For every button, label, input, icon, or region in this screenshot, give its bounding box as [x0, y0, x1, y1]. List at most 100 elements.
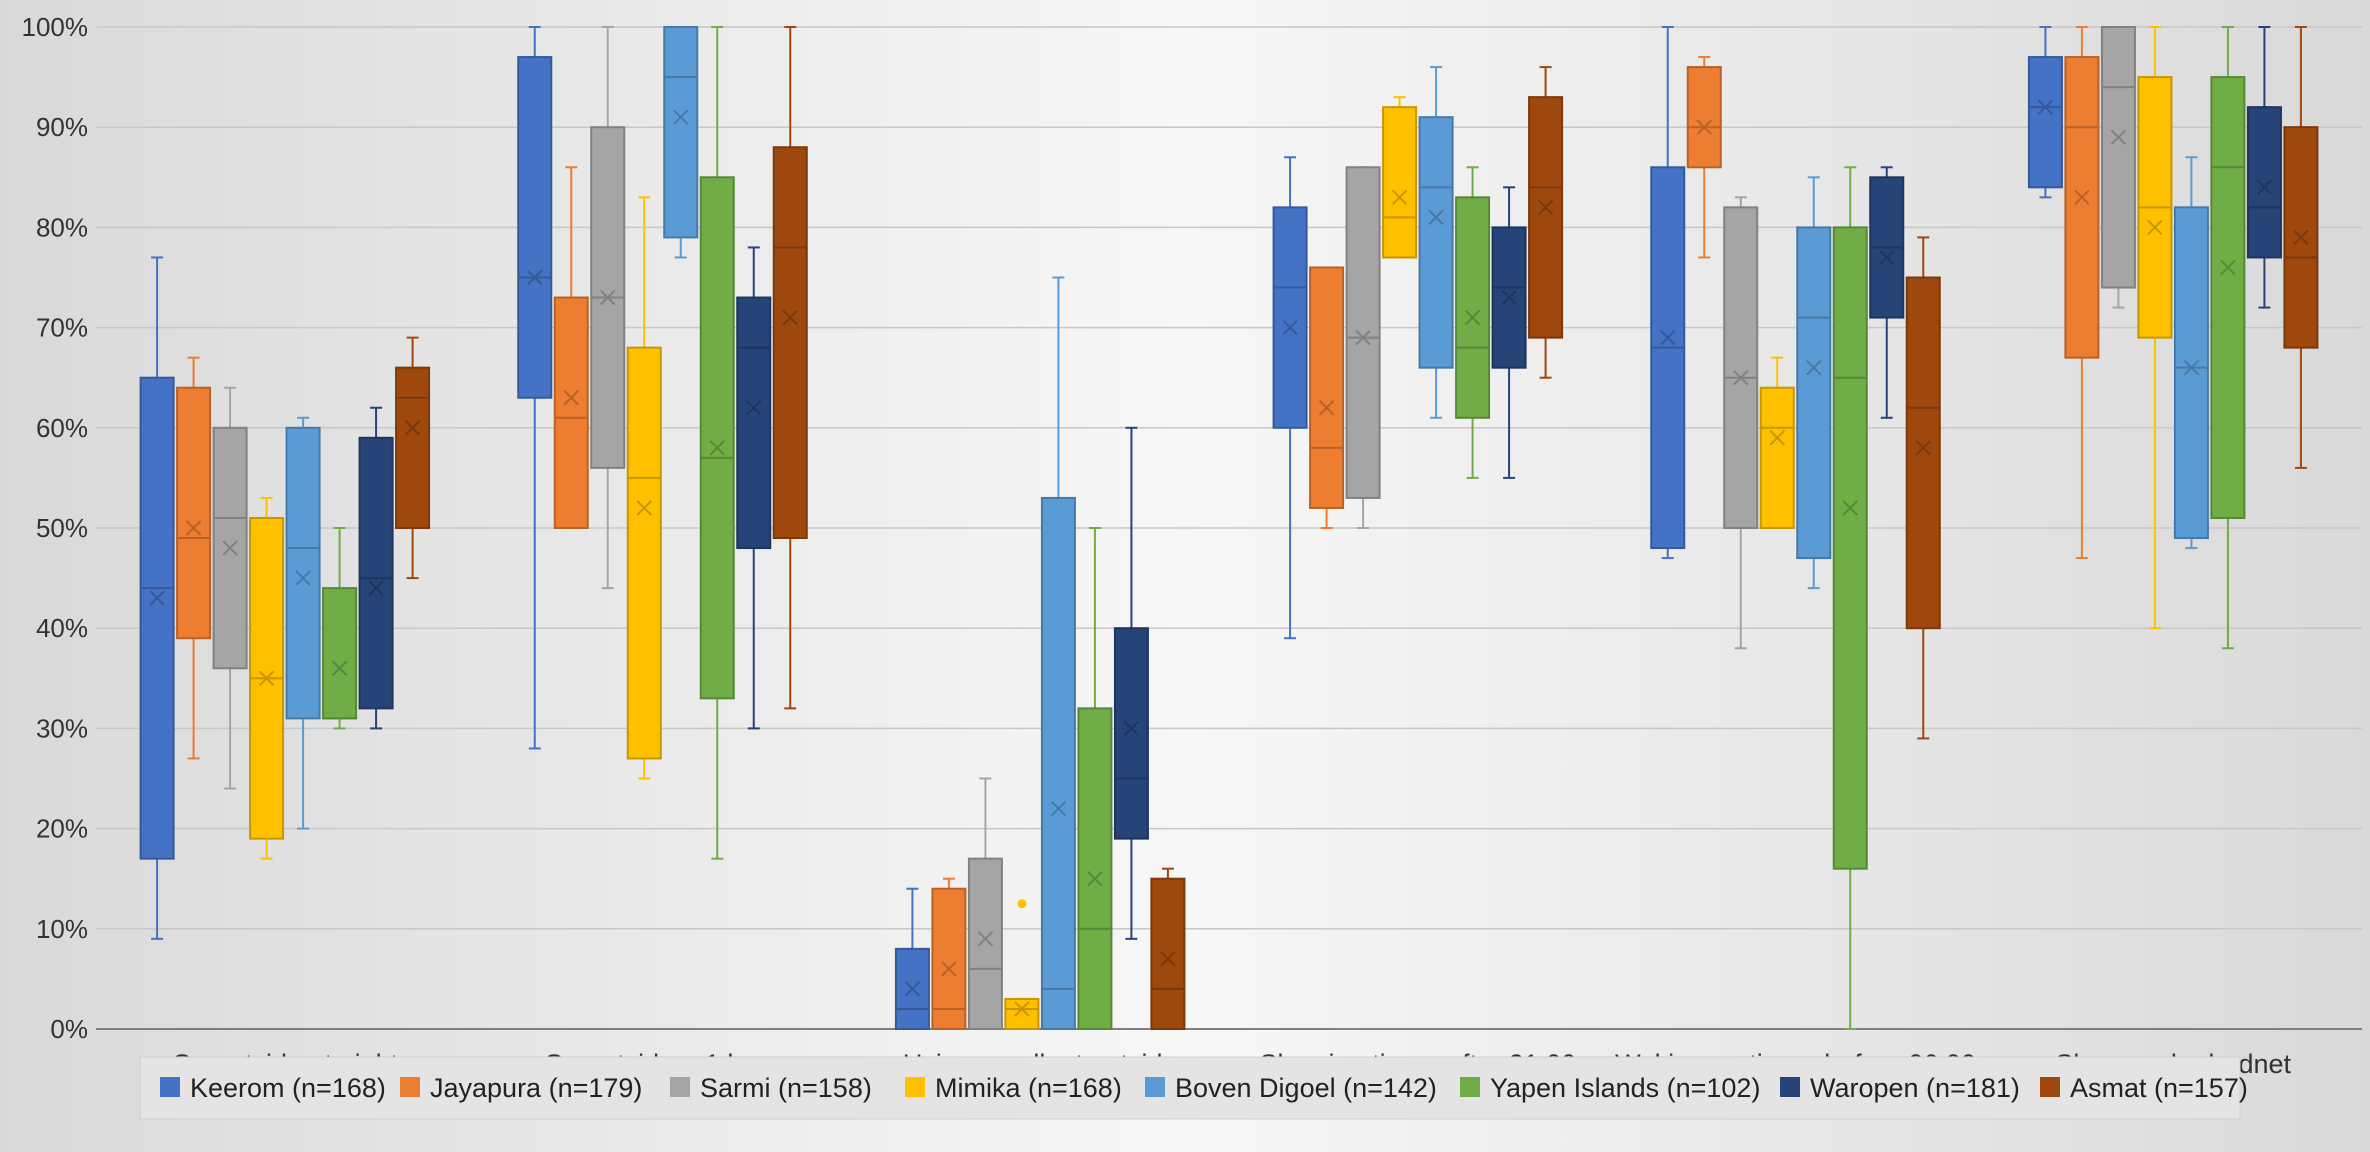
mean-marker	[1733, 369, 1749, 386]
mean-marker	[1282, 319, 1298, 336]
mean-marker	[222, 540, 238, 556]
box	[1113, 426, 1149, 940]
legend-item: Sarmi (n=158)	[670, 1073, 872, 1103]
series-waropen	[358, 26, 2282, 940]
box	[931, 877, 967, 1030]
mean-marker	[1014, 1001, 1030, 1017]
box	[358, 406, 394, 730]
legend-swatch	[160, 1077, 180, 1097]
box-body	[1004, 997, 1040, 1031]
box	[1528, 66, 1564, 379]
box	[553, 166, 589, 530]
box	[1491, 186, 1527, 479]
legend-label: Waropen (n=181)	[1810, 1073, 2020, 1103]
box-body	[1759, 386, 1795, 529]
box	[2064, 26, 2100, 560]
mean-marker	[1769, 430, 1785, 446]
legend-item: Keerom (n=168)	[160, 1073, 386, 1103]
outlier-point	[1017, 899, 1027, 909]
mean-marker	[1696, 119, 1712, 135]
box-body	[358, 436, 394, 710]
box-body	[322, 587, 358, 720]
box	[285, 416, 321, 830]
box-body	[1455, 196, 1491, 419]
mean-marker	[1537, 199, 1554, 216]
y-tick-label: 80%	[36, 212, 88, 242]
box-body	[1528, 96, 1564, 339]
legend-item: Asmat (n=157)	[2040, 1073, 2248, 1103]
box	[1150, 867, 1186, 1031]
box-body	[1905, 276, 1941, 630]
box-body	[2064, 56, 2100, 359]
legend-swatch	[905, 1077, 925, 1097]
mean-marker	[258, 670, 275, 687]
mean-marker	[977, 931, 994, 947]
box	[2027, 26, 2063, 199]
gridlines	[96, 26, 2362, 1030]
y-tick-label: 20%	[36, 814, 88, 844]
legend-label: Boven Digoel (n=142)	[1175, 1073, 1437, 1103]
box-body	[139, 376, 175, 860]
mean-marker	[2293, 229, 2309, 246]
box-body	[517, 56, 553, 399]
mean-marker	[527, 269, 543, 286]
box-body	[1723, 206, 1759, 530]
mean-marker	[1355, 329, 1371, 346]
box	[395, 336, 431, 580]
box-body	[2173, 206, 2209, 540]
mean-marker	[709, 440, 725, 456]
legend-item: Jayapura (n=179)	[400, 1073, 642, 1103]
series-asmat	[395, 26, 2319, 1031]
legend-item: Waropen (n=181)	[1780, 1073, 2020, 1103]
box-body	[967, 857, 1003, 1030]
box-body	[2246, 106, 2282, 259]
mean-marker	[563, 390, 579, 406]
mean-marker	[1842, 500, 1858, 516]
y-tick-label: 40%	[36, 613, 88, 643]
legend-swatch	[1145, 1077, 1165, 1097]
mean-marker	[295, 570, 311, 586]
mean-marker	[941, 961, 957, 977]
box	[1905, 236, 1941, 740]
box	[1686, 56, 1722, 259]
mean-marker	[2220, 259, 2236, 276]
box	[1455, 166, 1491, 479]
mean-marker	[1660, 329, 1676, 346]
box-body	[1113, 627, 1149, 840]
box	[1723, 196, 1759, 650]
mean-marker	[1428, 209, 1444, 226]
box	[176, 356, 212, 760]
mean-marker	[746, 400, 762, 416]
box	[1650, 26, 1686, 560]
series-jayapura	[176, 26, 2100, 1030]
box-body	[1650, 166, 1686, 550]
box-body	[663, 26, 699, 239]
box-body	[176, 386, 212, 640]
box	[736, 246, 772, 730]
box	[1759, 356, 1795, 529]
box-body	[772, 146, 808, 540]
box	[212, 386, 248, 790]
mean-marker	[1318, 400, 1335, 416]
box-body	[626, 346, 662, 760]
box-body	[1382, 106, 1418, 259]
box	[894, 887, 930, 1031]
y-tick-label: 70%	[36, 313, 88, 343]
series-boven	[285, 26, 2209, 1030]
legend-swatch	[1780, 1077, 1800, 1097]
box-body	[395, 366, 431, 529]
legend-label: Yapen Islands (n=102)	[1490, 1073, 1760, 1103]
box	[1272, 156, 1308, 640]
mean-marker	[1915, 440, 1931, 456]
box-body	[1272, 206, 1308, 429]
box-body	[553, 296, 589, 530]
legend-label: Sarmi (n=158)	[700, 1073, 872, 1103]
box	[2137, 26, 2173, 630]
box	[1418, 66, 1454, 419]
box	[772, 26, 808, 710]
legend-swatch	[1460, 1077, 1480, 1097]
box-body	[285, 426, 321, 720]
legend-swatch	[2040, 1077, 2060, 1097]
series-keerom	[139, 26, 2063, 1031]
box	[322, 527, 358, 730]
